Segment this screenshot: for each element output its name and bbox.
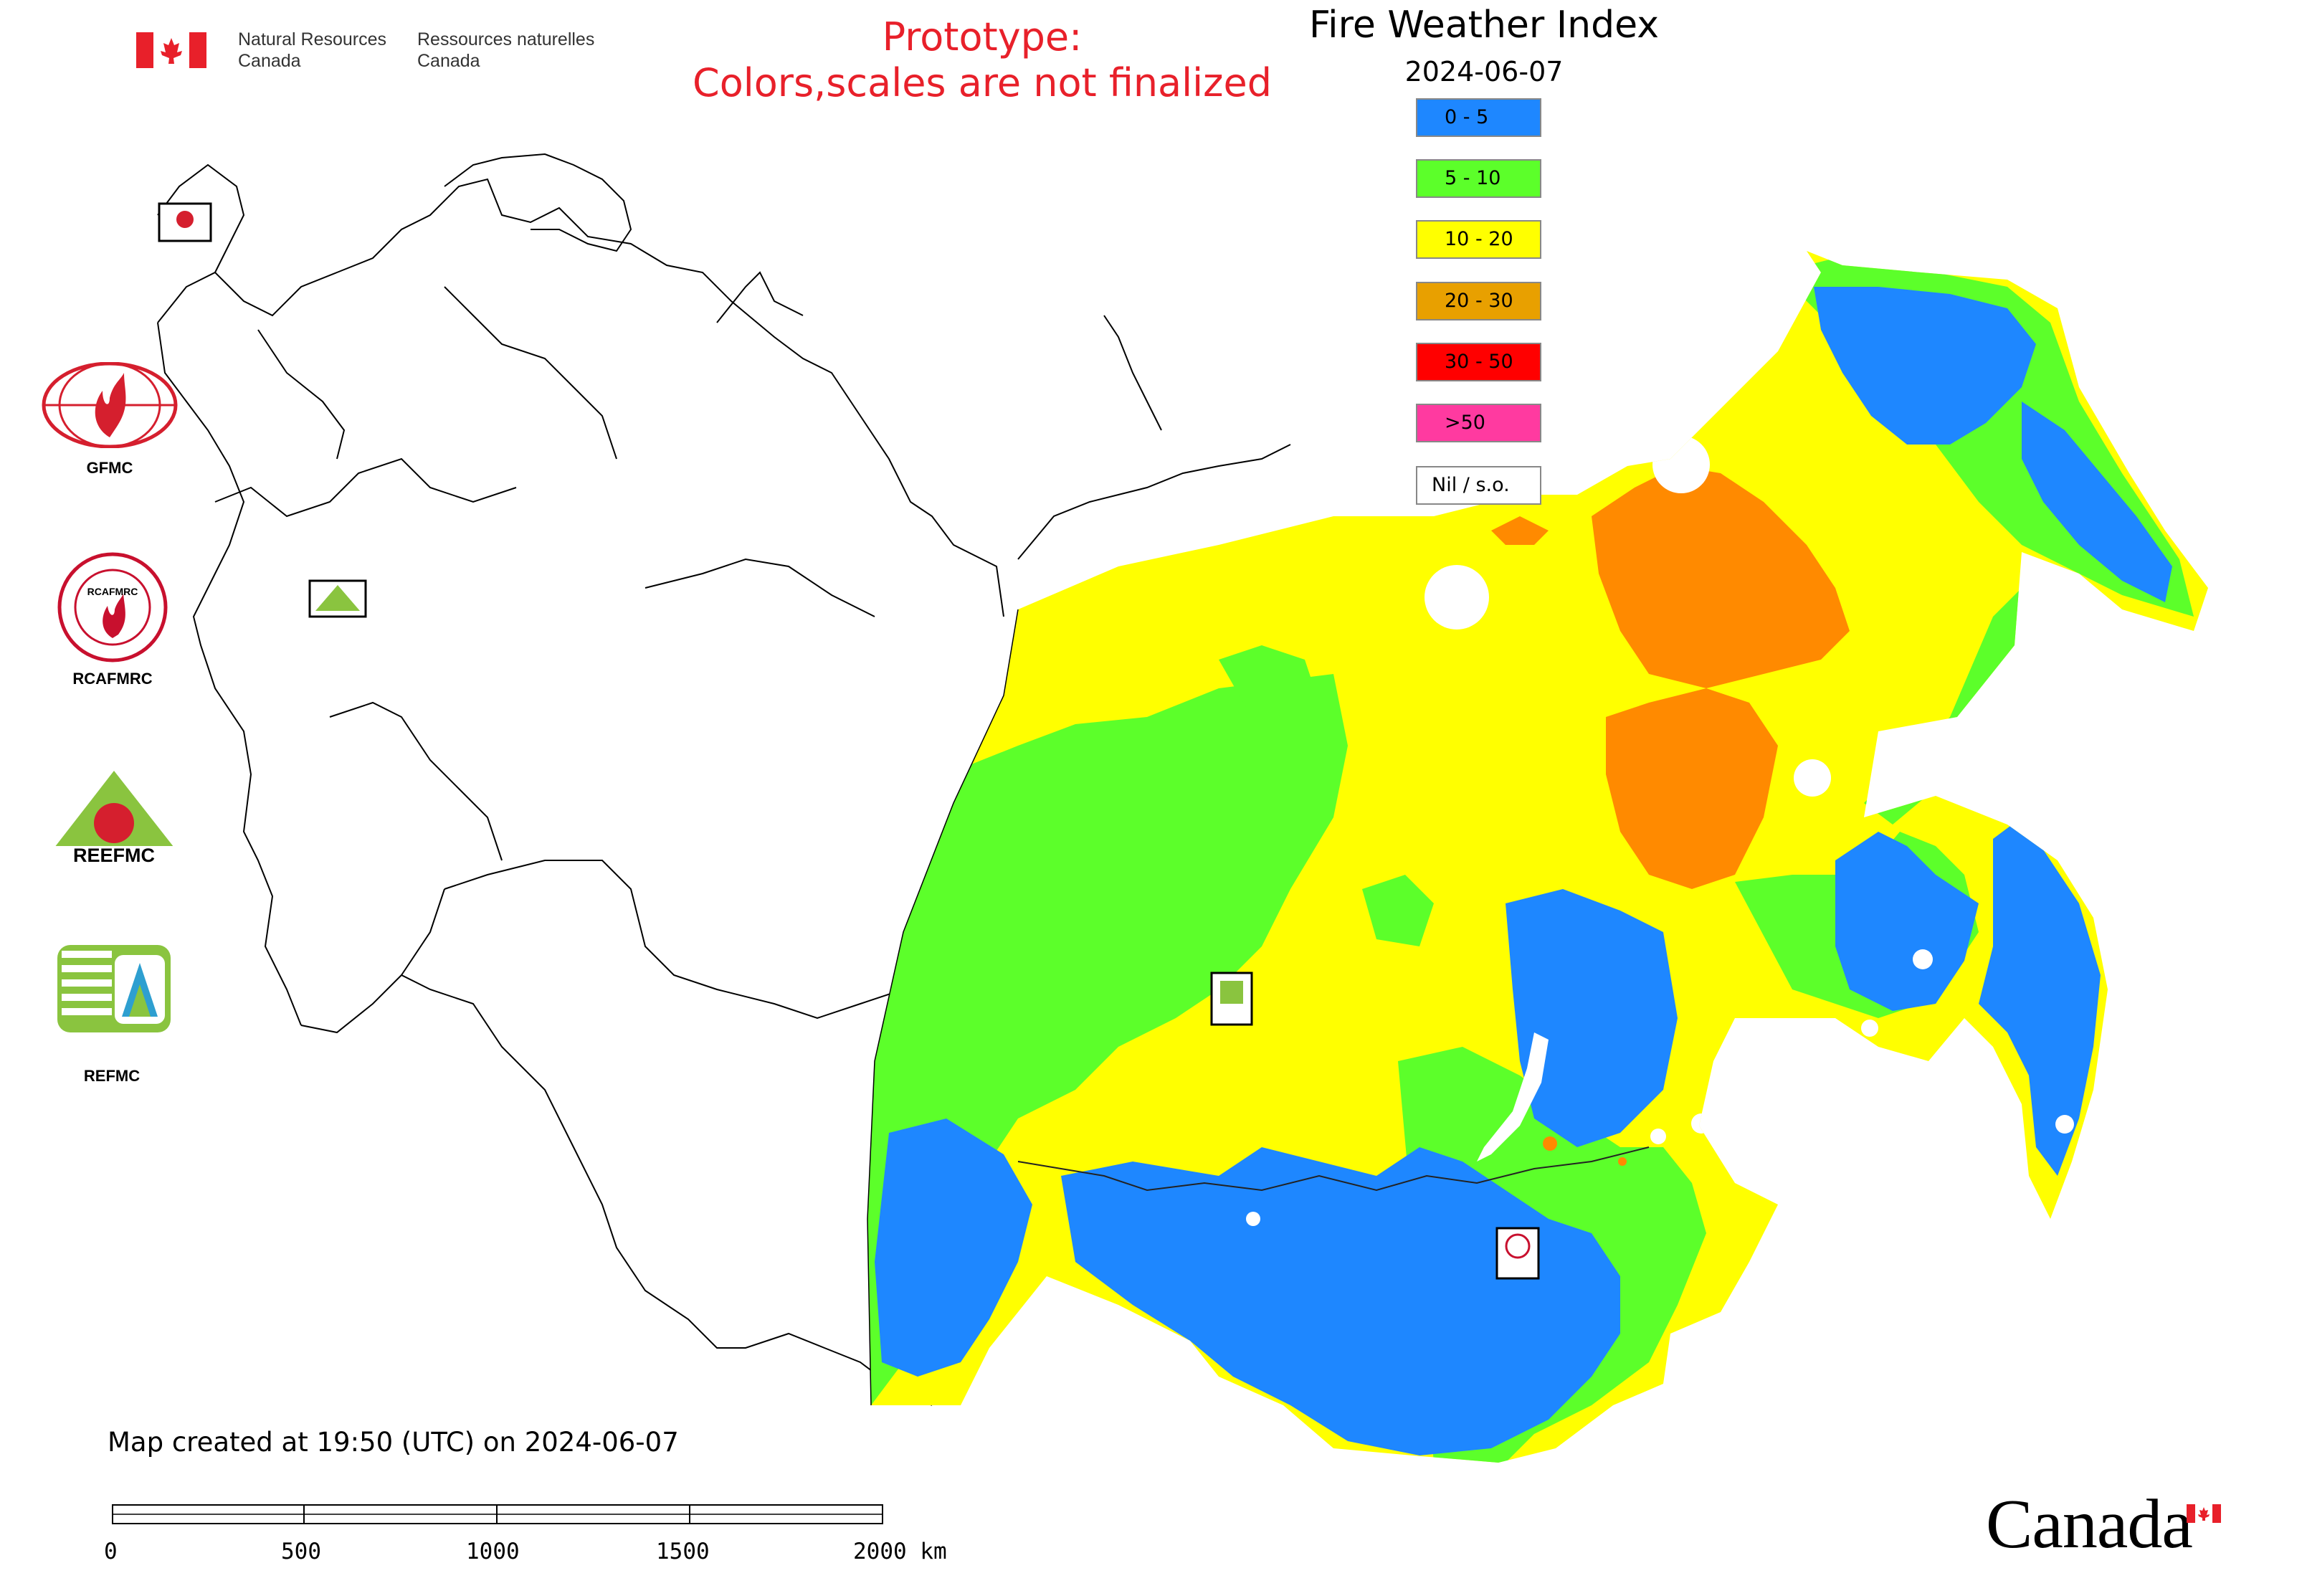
scale-tick-label: 1500 xyxy=(656,1539,710,1564)
canada-flag-icon xyxy=(136,32,206,68)
legend-item: 5 - 10 xyxy=(1416,159,1541,198)
map-date: 2024-06-07 xyxy=(1404,56,1564,87)
org-name-french: Ressources naturelles Canada xyxy=(417,29,595,71)
prototype-notice: Prototype: Colors,scales are not finaliz… xyxy=(693,14,1272,105)
rcafmrc-map-marker xyxy=(1495,1227,1540,1280)
reefmc-logo-icon: REEFMC xyxy=(37,767,191,868)
reefmc-wordmark: REEFMC xyxy=(73,845,155,866)
gfmc-logo-label: GFMC xyxy=(86,459,133,477)
gfmc-logo-icon xyxy=(42,361,178,449)
gfmc-map-marker xyxy=(158,202,212,242)
legend-item: >50 xyxy=(1416,404,1541,442)
canada-wordmark: Canada xyxy=(1986,1486,2193,1563)
canada-wordmark-flag-icon xyxy=(2187,1504,2221,1523)
country-boundaries xyxy=(157,153,1291,1406)
rcafmrc-logo-label: RCAFMRC xyxy=(72,670,153,688)
rcafmrc-logo-icon: RCAFMRC xyxy=(57,552,168,663)
legend-item: 0 - 5 xyxy=(1416,98,1541,137)
reefmc-map-marker xyxy=(308,579,367,618)
legend-item: 20 - 30 xyxy=(1416,282,1541,320)
legend-item: 30 - 50 xyxy=(1416,343,1541,381)
scale-bar xyxy=(112,1504,883,1526)
legend-item: 10 - 20 xyxy=(1416,220,1541,259)
scale-tick-label: 500 xyxy=(281,1539,321,1564)
refmc-logo-icon xyxy=(57,945,171,1032)
scale-tick-label: 0 xyxy=(104,1539,118,1564)
scale-tick-label: 1000 xyxy=(466,1539,520,1564)
legend-item: Nil / s.o. xyxy=(1416,466,1541,505)
refmc-map-marker xyxy=(1210,972,1253,1026)
org-name-english: Natural Resources Canada xyxy=(238,29,387,71)
map-created-note: Map created at 19:50 (UTC) on 2024-06-07 xyxy=(108,1427,679,1458)
scale-tick-label: 2000 km xyxy=(853,1539,947,1564)
map-title: Fire Weather Index xyxy=(1309,4,1659,47)
svg-text:RCAFMRC: RCAFMRC xyxy=(87,586,138,597)
refmc-logo-label: REFMC xyxy=(83,1067,141,1085)
